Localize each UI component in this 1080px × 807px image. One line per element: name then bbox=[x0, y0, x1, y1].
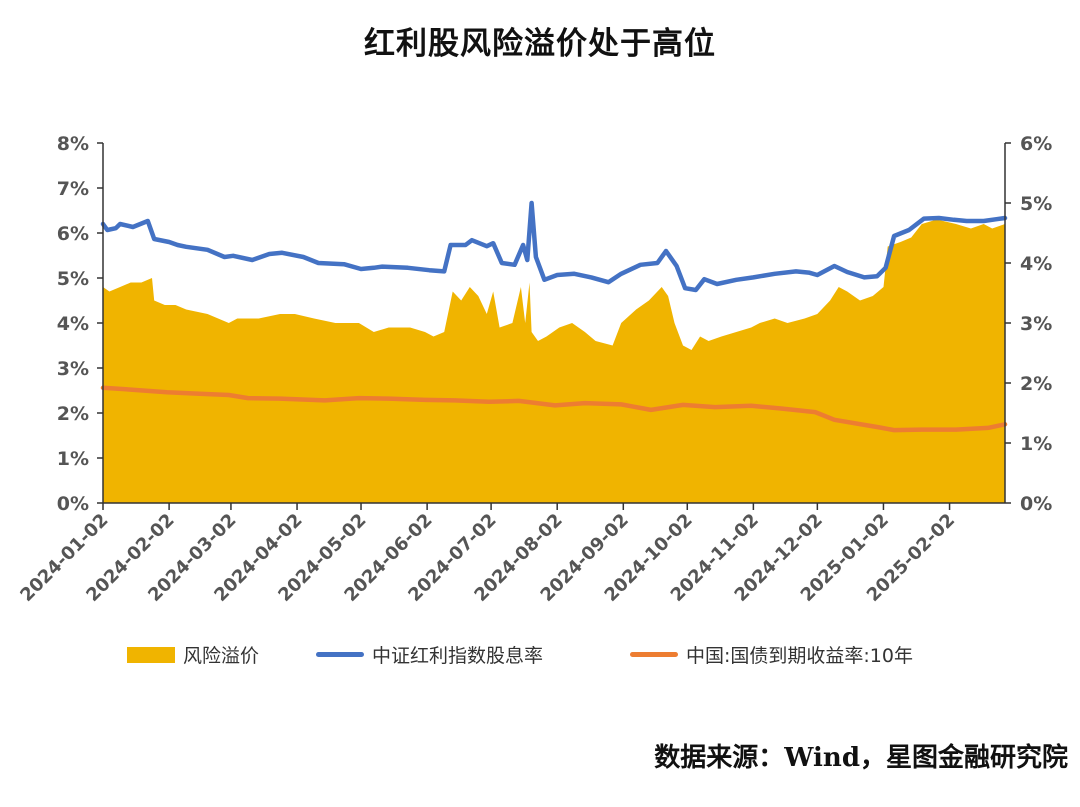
y-right-tick-label: 4% bbox=[1020, 253, 1052, 275]
legend-label-dividend: 中证红利指数股息率 bbox=[372, 645, 544, 667]
y-right-tick-label: 3% bbox=[1020, 313, 1052, 335]
y-left-tick-label: 4% bbox=[57, 313, 89, 335]
series-area-premium bbox=[103, 219, 1005, 503]
y-right-tick-label: 2% bbox=[1020, 373, 1052, 395]
y-left-tick-label: 7% bbox=[57, 178, 89, 200]
legend-swatch-dividend bbox=[316, 652, 364, 657]
y-right-tick-label: 1% bbox=[1020, 433, 1052, 455]
legend-item-premium: 风险溢价 bbox=[127, 641, 259, 668]
source-note: 数据来源：Wind，星图金融研究院 bbox=[654, 743, 1068, 773]
series-line-dividend bbox=[100, 200, 1008, 293]
chart-title: 红利股风险溢价处于高位 bbox=[364, 26, 716, 62]
y-left-tick-label: 1% bbox=[57, 448, 89, 470]
y-left-tick-label: 8% bbox=[57, 133, 89, 155]
legend: 风险溢价 中证红利指数股息率 中国:国债到期收益率:10年 bbox=[0, 641, 1080, 671]
legend-item-bond: 中国:国债到期收益率:10年 bbox=[630, 641, 913, 668]
legend-item-dividend: 中证红利指数股息率 bbox=[316, 641, 543, 668]
legend-swatch-premium bbox=[127, 646, 175, 663]
y-left-tick-label: 0% bbox=[57, 493, 89, 515]
y-left-tick-label: 5% bbox=[57, 268, 89, 290]
legend-label-premium: 风险溢价 bbox=[183, 645, 260, 667]
series-line-bond bbox=[100, 385, 1008, 433]
legend-label-bond: 中国:国债到期收益率:10年 bbox=[686, 645, 913, 667]
y-right-tick-label: 6% bbox=[1020, 133, 1052, 155]
legend-swatch-bond bbox=[630, 652, 678, 657]
y-left-tick-label: 3% bbox=[57, 358, 89, 380]
y-right-tick-label: 5% bbox=[1020, 193, 1052, 215]
y-left-tick-label: 6% bbox=[57, 223, 89, 245]
chart-canvas: 0%1%2%3%4%5%6%7%8%0%1%2%3%4%5%6%2024-01-… bbox=[16, 133, 1052, 606]
y-right-tick-label: 0% bbox=[1020, 493, 1052, 515]
y-left-tick-label: 2% bbox=[57, 403, 89, 425]
